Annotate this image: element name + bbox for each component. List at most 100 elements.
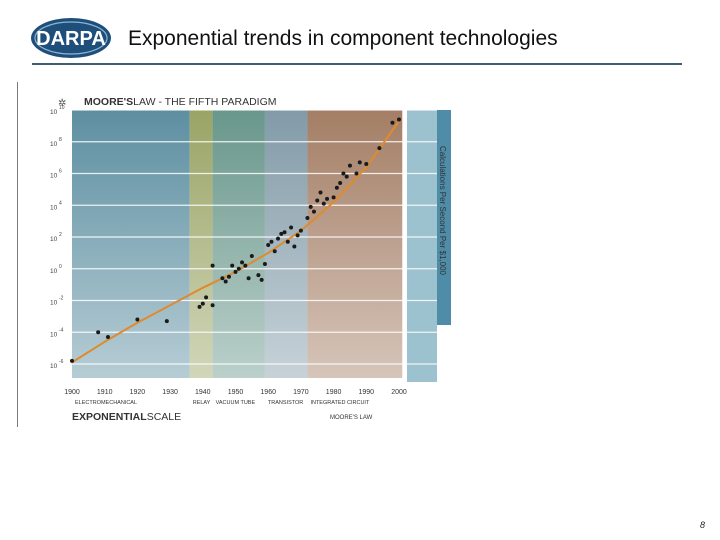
y-tick-exponent: 0 <box>59 264 62 270</box>
background-fade <box>72 110 407 378</box>
x-tick-label: 2000 <box>391 389 407 396</box>
data-point <box>204 295 209 300</box>
data-point <box>236 266 241 271</box>
data-point <box>357 160 362 165</box>
data-point <box>344 174 349 179</box>
y-tick-base: 10 <box>50 141 58 148</box>
data-point <box>397 117 401 122</box>
data-point <box>315 198 320 203</box>
data-point <box>269 239 274 244</box>
right-band-edge <box>437 110 451 325</box>
data-point <box>105 335 110 340</box>
bottom-title: EXPONENTIALSCALE <box>72 411 181 423</box>
data-point <box>295 233 300 238</box>
data-point <box>308 204 313 209</box>
data-point <box>276 236 281 241</box>
data-point <box>210 303 215 308</box>
data-point <box>226 274 231 279</box>
y-tick-base: 10 <box>50 204 58 211</box>
y-axis-label: Calculations Per Second Per $1,000 <box>438 146 447 276</box>
y-tick-exponent: 6 <box>59 169 62 175</box>
data-point <box>364 161 369 166</box>
y-tick-exponent: 4 <box>59 200 62 206</box>
data-point <box>70 358 74 363</box>
data-point <box>279 231 284 236</box>
era-label: VACUUM TUBE <box>216 400 256 406</box>
chart-title-rest: LAW - THE FIFTH PARADIGM <box>133 96 276 108</box>
y-tick-base: 10 <box>50 331 58 338</box>
chart-title-bold: MOORE'S <box>84 96 133 108</box>
data-point <box>318 190 323 195</box>
y-tick-base: 10 <box>50 268 58 275</box>
data-point <box>197 304 202 309</box>
darpa-logo: DARPA <box>31 18 111 58</box>
x-tick-label: 1920 <box>130 389 146 396</box>
bottom-title-bold: EXPONENTIAL <box>72 411 147 423</box>
data-point <box>233 269 238 274</box>
data-point <box>390 120 395 125</box>
data-point <box>354 171 359 176</box>
data-point <box>272 249 277 254</box>
y-tick-base: 10 <box>50 236 58 243</box>
chart-title: MOORE'SLAW - THE FIFTH PARADIGM <box>84 96 276 108</box>
data-point <box>249 254 254 259</box>
data-point <box>246 276 251 281</box>
era-label: INTEGRATED CIRCUIT <box>310 400 370 406</box>
data-point <box>321 201 326 206</box>
era-label: RELAY <box>193 400 211 406</box>
data-point <box>334 185 339 190</box>
data-point <box>282 230 287 235</box>
data-point <box>289 225 294 230</box>
title-divider <box>32 63 682 65</box>
y-tick-exponent: -4 <box>59 327 64 333</box>
data-point <box>96 330 101 335</box>
x-tick-label: 1910 <box>97 389 113 396</box>
data-point <box>377 146 382 151</box>
gridlines <box>72 109 437 365</box>
y-tick-exponent: 2 <box>59 232 62 238</box>
y-tick-base: 10 <box>50 300 58 307</box>
data-point <box>240 260 245 265</box>
y-tick-base: 10 <box>50 109 58 116</box>
x-tick-label: 1970 <box>293 389 309 396</box>
y-tick-base: 10 <box>50 363 58 370</box>
data-point <box>256 273 261 278</box>
y-tick-exponent: -2 <box>59 296 64 302</box>
y-tick-exponent: 8 <box>59 137 62 143</box>
x-tick-label: 1940 <box>195 389 211 396</box>
data-point <box>341 171 346 176</box>
data-point <box>331 195 336 200</box>
data-point <box>243 263 248 268</box>
x-tick-label: 1950 <box>228 389 244 396</box>
data-point <box>223 279 228 284</box>
right-band <box>407 110 451 382</box>
data-points <box>70 117 401 363</box>
y-tick-base: 10 <box>50 173 58 180</box>
data-point <box>311 209 316 214</box>
data-point <box>338 181 343 186</box>
x-tick-label: 1980 <box>326 389 342 396</box>
data-point <box>259 277 264 282</box>
data-point <box>347 163 352 168</box>
slide-title: Exponential trends in component technolo… <box>128 27 558 50</box>
data-point <box>285 239 290 244</box>
data-point <box>200 301 205 306</box>
data-point <box>262 261 267 266</box>
sun-icon: ✲ <box>58 98 66 109</box>
data-point <box>305 215 310 220</box>
bottom-title-rest: SCALE <box>147 411 181 423</box>
era-label: TRANSISTOR <box>268 400 303 406</box>
y-tick-exponent: 10 <box>59 105 65 111</box>
figure-left-border <box>17 82 18 427</box>
data-point <box>266 242 271 247</box>
footer-moores-law: MOORE'S LAW <box>330 415 373 421</box>
data-point <box>298 228 303 233</box>
data-point <box>292 244 297 249</box>
moores-law-chart: ELECTROMECHANICAL RELAY VACUUM TUBE TRANSIS… <box>50 96 451 423</box>
x-tick-label: 1930 <box>162 389 178 396</box>
data-point <box>135 317 140 322</box>
x-tick-label: 1960 <box>260 389 276 396</box>
x-tick-label: 1990 <box>359 389 375 396</box>
data-point <box>164 319 169 324</box>
